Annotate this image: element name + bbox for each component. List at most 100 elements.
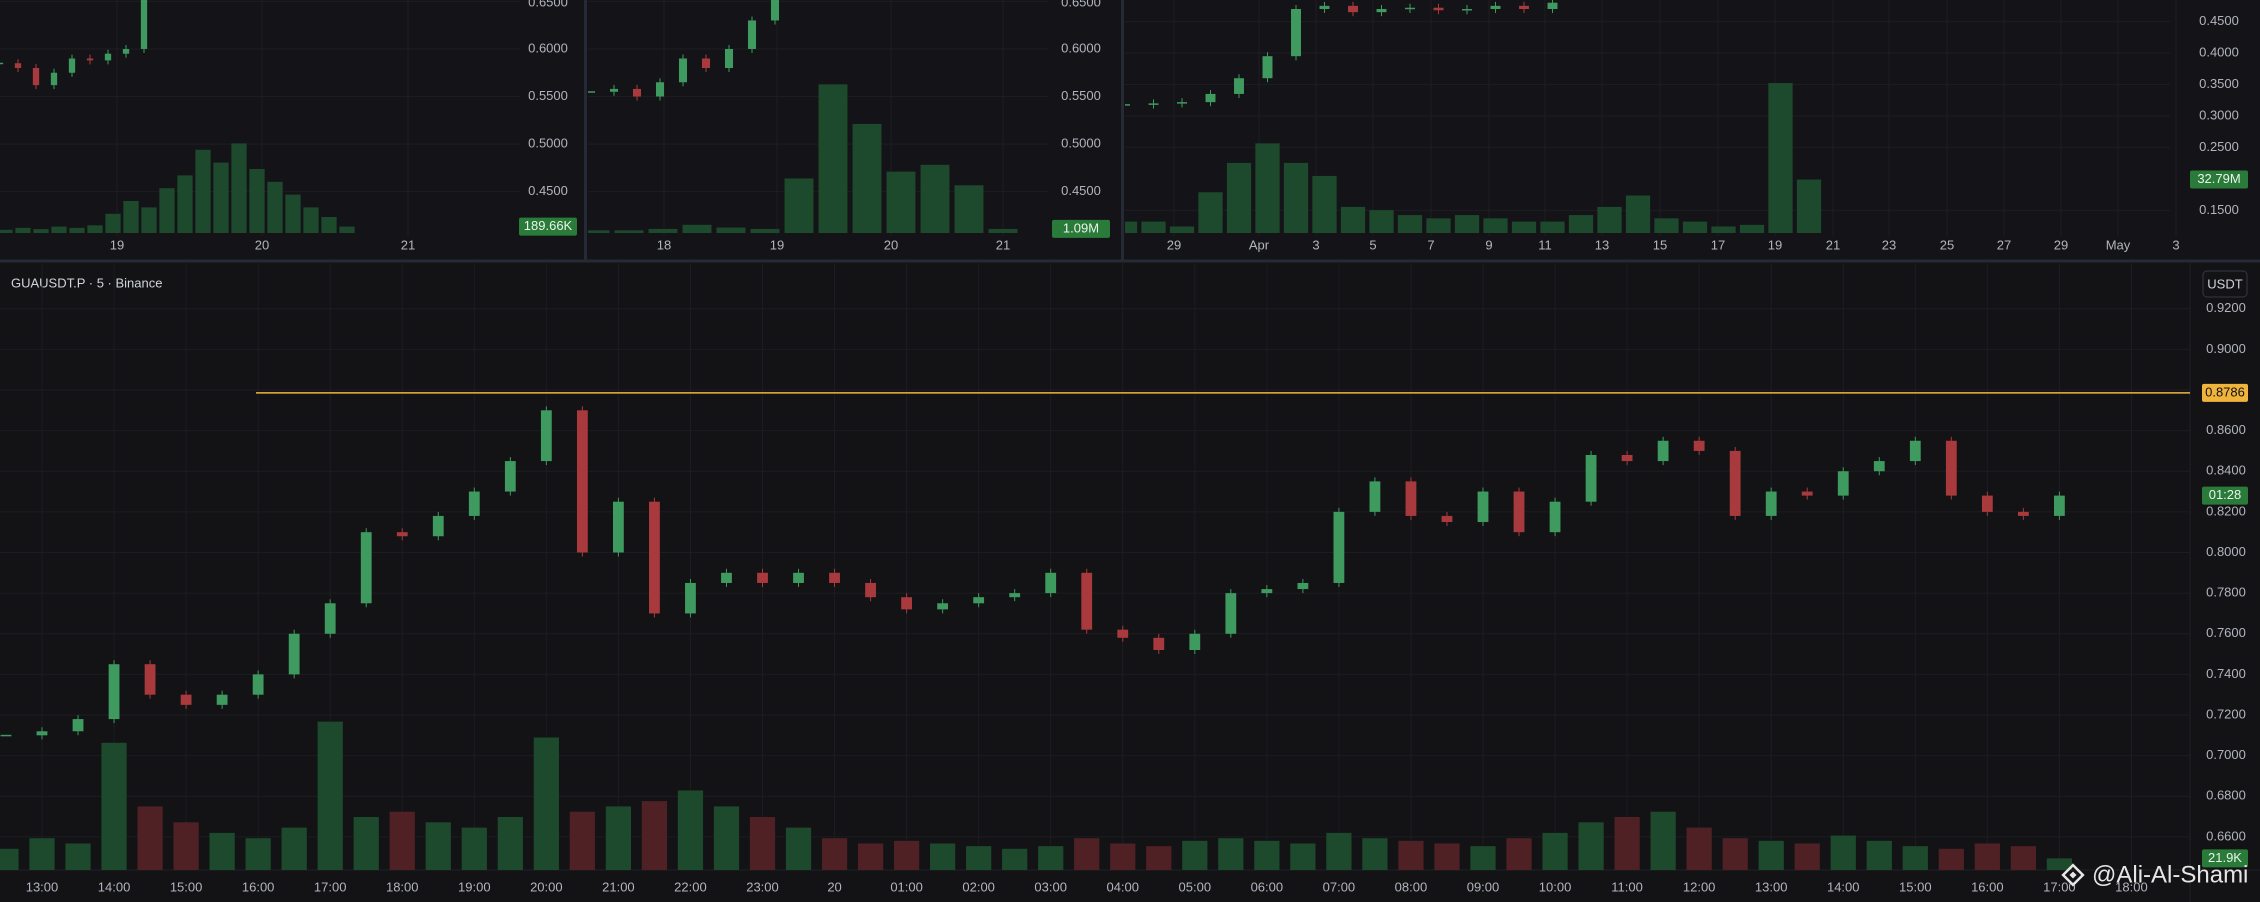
volume-bar: [1768, 83, 1793, 233]
candle: [1621, 454, 1633, 462]
volume-bar: [425, 822, 451, 870]
candle: [865, 582, 876, 598]
candle: [1981, 495, 1993, 512]
price-tick-label: 0.3000: [2199, 107, 2239, 122]
time-label: 20: [255, 237, 269, 252]
candle: [1125, 104, 1130, 106]
panel: 19 20 21 0.6500 0.6000 0.5500 0.5000 0.4500 189.…: [0, 0, 577, 252]
candle: [1729, 450, 1741, 516]
time-label: 13: [1595, 237, 1609, 252]
price-tick-label: 0.7200: [2206, 706, 2246, 721]
price-tick-label: 0.7600: [2206, 625, 2246, 640]
volume-bar: [173, 822, 199, 870]
time-label: 7: [1427, 237, 1434, 252]
volume-bar: [137, 806, 163, 870]
volume-bar: [893, 840, 920, 870]
volume-bar: [988, 228, 1018, 233]
volume-bar: [1454, 215, 1480, 233]
time-label: 15:00: [170, 879, 203, 894]
candle: [1117, 629, 1129, 638]
currency-button[interactable]: [2202, 270, 2248, 298]
volume-bar: [533, 737, 559, 870]
volume-bar: [497, 817, 523, 870]
candle: [1262, 56, 1273, 79]
candle: [86, 58, 94, 61]
volume-bar: [1218, 838, 1244, 870]
time-label: 3: [2172, 237, 2179, 252]
volume-bar: [749, 817, 776, 870]
candle: [288, 633, 300, 675]
plot: [0, 0, 355, 233]
time-label: 07:00: [1323, 879, 1356, 894]
candle: [678, 58, 688, 83]
volume-bar: [954, 185, 984, 233]
volume-bar: [1254, 840, 1280, 870]
candle: [1945, 440, 1957, 496]
candle: [721, 572, 732, 583]
currency-label[interactable]: USDT: [2207, 276, 2242, 291]
price-tick-label: 0.9200: [2206, 300, 2246, 315]
volume-bar: [303, 207, 319, 233]
candle: [108, 664, 120, 720]
volume-bar: [1226, 162, 1252, 233]
candle: [1205, 93, 1216, 103]
time-label: 18: [657, 237, 671, 252]
candle: [50, 72, 58, 86]
time-label: 17: [1711, 237, 1725, 252]
time-label: 17:00: [314, 879, 347, 894]
time-label: 13:00: [26, 879, 59, 894]
candle: [1519, 5, 1529, 9]
time-label: 14:00: [98, 879, 131, 894]
candle: [1405, 7, 1415, 10]
volume-bar: [339, 226, 355, 233]
volume-bar: [213, 162, 229, 233]
time-label: 04:00: [1106, 879, 1139, 894]
volume-bar: [65, 843, 91, 870]
level-label-box: [2202, 383, 2248, 402]
candle: [1319, 5, 1330, 9]
candle: [1177, 102, 1187, 104]
volume-bar: [195, 149, 211, 233]
volume-bar: [1434, 843, 1460, 870]
volume-bar: [614, 230, 644, 233]
time-label: 16:00: [1971, 879, 2004, 894]
volume-bar: [605, 806, 632, 870]
volume-bar: [966, 846, 992, 870]
candle: [1801, 491, 1813, 496]
candle: [1477, 491, 1489, 523]
price-tick-label: 0.1500: [2199, 202, 2239, 217]
volume-bar: [1650, 811, 1676, 870]
time-label: 20: [884, 237, 898, 252]
time-label: 18:00: [386, 879, 419, 894]
candle: [1837, 471, 1849, 496]
candle: [1585, 454, 1597, 502]
volume-bar: [1074, 838, 1100, 870]
volume-bar: [1125, 221, 1138, 233]
candle: [122, 48, 130, 54]
candle: [793, 572, 804, 583]
volume-bar: [1038, 846, 1064, 870]
time-label: 15:00: [1899, 879, 1932, 894]
candle: [829, 572, 840, 583]
volume-bar: [1711, 226, 1736, 233]
volume-label-box: [519, 217, 577, 236]
time-label: 17:00: [2043, 879, 2076, 894]
price-tick-label: 0.5000: [1061, 136, 1101, 151]
level-label: 0.8786: [2205, 384, 2245, 399]
candle: [1549, 501, 1561, 533]
price-tick-label: 0.7000: [2206, 747, 2246, 762]
candle: [68, 58, 76, 73]
price-tick-label: 0.5500: [528, 88, 568, 103]
time-label: 01:00: [890, 879, 923, 894]
countdown-box: [2202, 486, 2248, 505]
countdown-label: 01:28: [2209, 487, 2242, 502]
candle: [0, 62, 4, 65]
symbol-title: GUAUSDT.P · 5 · Binance: [11, 275, 162, 290]
volume-bar: [821, 838, 848, 870]
candle: [1657, 440, 1669, 462]
candle: [1547, 2, 1558, 9]
volume-bar: [1625, 195, 1651, 233]
volume-bar: [231, 143, 247, 233]
time-label: 18:00: [2115, 879, 2148, 894]
candle: [14, 63, 22, 68]
